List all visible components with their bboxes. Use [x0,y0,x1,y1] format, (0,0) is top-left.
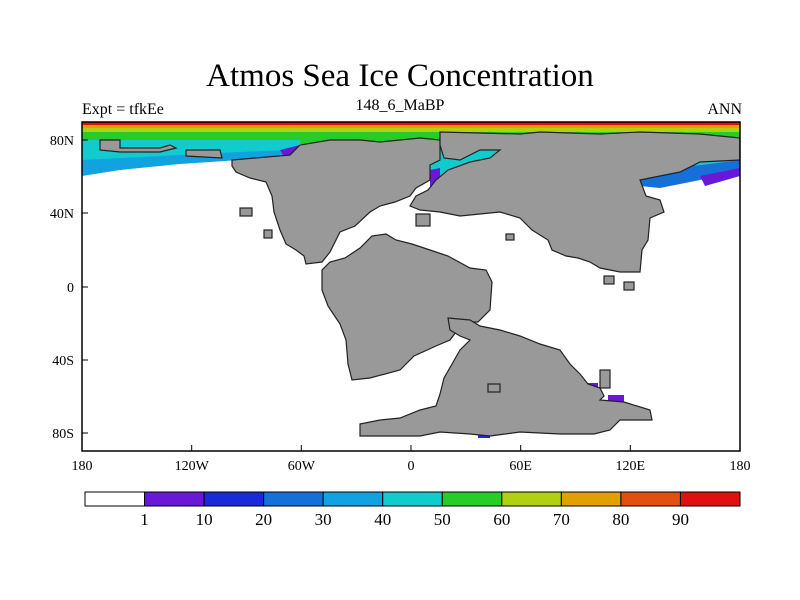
y-tick-label: 80N [50,134,74,149]
y-tick-label: 0 [67,281,74,296]
ice-band-30 [640,160,740,188]
y-tick-label: 40S [52,354,74,369]
x-tick-label: 0 [408,459,415,474]
x-tick-label: 120W [175,459,210,474]
colorbar-label: 40 [374,510,391,529]
colorbar-swatch [501,491,562,507]
colorbar-label: 20 [255,510,272,529]
x-tick-label: 60E [509,459,532,474]
colorbar-label: 60 [493,510,510,529]
season-label: ANN [707,101,742,118]
x-tick-label: 180 [730,459,751,474]
sea-ice-field [82,122,740,438]
ice-band-80 [82,125,740,128]
colorbar-label: 50 [434,510,451,529]
land-arctic-island-west [99,139,178,153]
land-north-america [231,137,441,265]
x-tick-label: 180 [72,459,93,474]
land-antarctica-australia [359,317,653,437]
colorbar-label: 90 [672,510,689,529]
axis-ticks [81,139,741,451]
land-eurasia [409,131,740,273]
ice-band-90 [82,122,740,125]
land-island-2 [239,207,253,217]
colorbar-swatch [382,491,443,507]
colorbar-swatch [84,491,146,507]
colorbar-label: 70 [553,510,570,529]
period-label: 148_6_MaBP [355,97,445,114]
y-tick-label: 80S [52,427,74,442]
ice-patch-south-east-2 [608,395,624,403]
colorbar: 1 10 20 30 40 50 60 70 80 90 [84,491,741,529]
land-masses [99,131,740,437]
land-arctic-island-west-2 [185,149,223,159]
y-tick-label: 40N [50,207,74,222]
colorbar-label: 10 [196,510,213,529]
land-island-3 [505,233,515,241]
colorbar-swatch [620,491,681,507]
colorbar-swatch [144,491,205,507]
colorbar-swatch [203,491,265,507]
land-island-1 [415,213,431,227]
land-island-6 [487,383,501,393]
colorbar-label: 80 [612,510,629,529]
ice-band-40 [82,150,300,176]
land-island-8 [263,229,273,239]
land-africa-south-america [321,233,493,381]
land-island-4 [603,275,615,285]
colorbar-swatch [679,491,741,507]
colorbar-label: 30 [315,510,332,529]
colorbar-swatch [560,491,622,507]
colorbar-swatch [322,491,384,507]
colorbar-label: 1 [140,510,149,529]
colorbar-swatch [263,491,324,507]
experiment-label: Expt = tfkEe [82,101,164,118]
ice-band-1 [700,168,740,186]
map-title: Atmos Sea Ice Concentration [206,58,594,94]
x-tick-label: 120E [616,459,646,474]
x-tick-label: 60W [288,459,316,474]
land-island-5 [623,281,635,291]
land-island-7 [599,369,611,389]
colorbar-swatch [441,491,503,507]
